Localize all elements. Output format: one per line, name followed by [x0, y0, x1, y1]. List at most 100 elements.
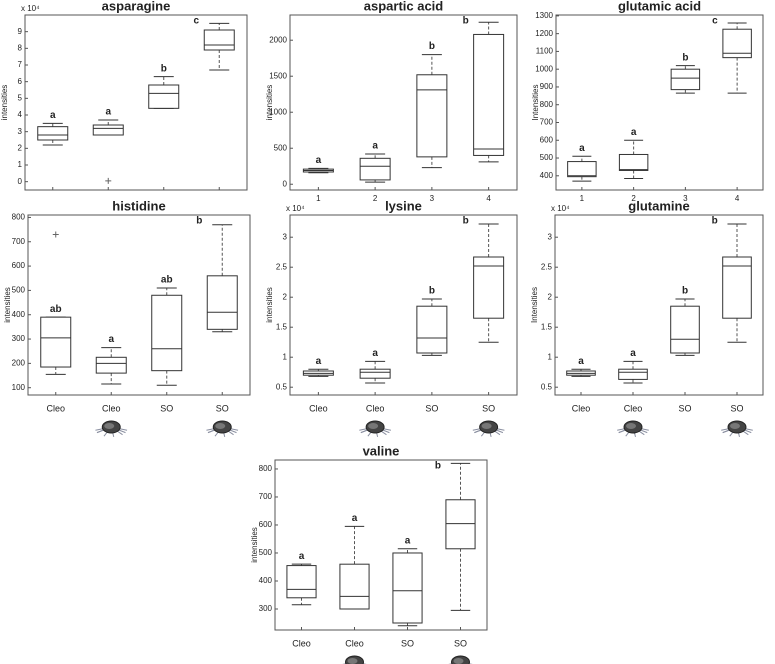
- bug-shine: [626, 423, 636, 429]
- x-tick-label: 4: [735, 194, 740, 203]
- y-tick-label: 400: [540, 171, 554, 180]
- x-tick-label: SO: [678, 403, 691, 413]
- chart-title: asparagine: [102, 0, 171, 13]
- y-tick-label: 600: [259, 520, 273, 529]
- x-tick-label: SO: [425, 403, 438, 413]
- y-tick-label: 300: [12, 334, 26, 343]
- box: [392, 552, 423, 624]
- y-axis-label: Intensities: [531, 84, 540, 120]
- significance-letter: a: [105, 107, 111, 118]
- significance-letter: a: [372, 141, 378, 152]
- bug-icon: [342, 655, 367, 664]
- y-tick-label: 4: [18, 110, 23, 119]
- chart-title: aspartic acid: [364, 0, 444, 13]
- significance-letter: a: [630, 348, 636, 359]
- significance-letter: b: [429, 41, 435, 52]
- y-tick-label: 1.5: [276, 322, 288, 331]
- plot-frame: [555, 14, 764, 191]
- y-axis-label: intensities: [250, 527, 259, 563]
- box: [95, 356, 127, 374]
- y-tick-label: 900: [540, 82, 554, 91]
- box: [618, 368, 648, 380]
- x-tick-label: 4: [486, 194, 491, 203]
- x-tick-label: 1: [316, 194, 321, 203]
- box: [445, 499, 476, 550]
- box: [618, 153, 649, 171]
- box: [151, 294, 183, 372]
- y-tick-label: 300: [259, 604, 273, 613]
- significance-letter: b: [712, 216, 718, 227]
- plot-frame: [289, 14, 518, 191]
- y-tick-label: 9: [18, 27, 23, 36]
- x-tick-label: Cleo: [292, 638, 311, 648]
- x-tick-label: SO: [401, 638, 414, 648]
- bug-shine: [347, 658, 358, 664]
- significance-letter: a: [405, 535, 411, 546]
- plot-frame: [24, 14, 248, 191]
- y-tick-label: 1100: [536, 47, 554, 56]
- x-tick-label: Cleo: [572, 403, 591, 413]
- bug-shine: [215, 423, 226, 429]
- significance-letter: b: [435, 461, 441, 472]
- significance-letter: b: [682, 52, 688, 63]
- significance-letter: c: [712, 16, 718, 27]
- chart-title: glutamic acid: [618, 0, 701, 13]
- plot-frame: [274, 459, 488, 631]
- bug-shine: [104, 423, 115, 429]
- y-tick-label: 1000: [535, 64, 553, 73]
- y-tick-label: 0.5: [276, 382, 288, 391]
- x-tick-label: Cleo: [46, 403, 65, 413]
- y-multiplier: x 10⁴: [21, 4, 40, 13]
- y-tick-label: 2000: [269, 35, 287, 44]
- y-tick-label: 2.5: [541, 262, 553, 271]
- significance-letter: b: [463, 216, 469, 227]
- significance-letter: a: [579, 143, 585, 154]
- y-tick-label: 1200: [535, 29, 553, 38]
- y-tick-label: 3: [548, 232, 553, 241]
- significance-letter: a: [631, 127, 637, 138]
- box: [40, 316, 72, 368]
- significance-letter: a: [352, 513, 358, 524]
- x-tick-label: Cleo: [624, 403, 643, 413]
- significance-letter: a: [316, 155, 322, 166]
- chart-title: lysine: [385, 198, 422, 213]
- bug-icon: [359, 420, 392, 438]
- y-axis-label: intensities: [3, 287, 12, 323]
- significance-letter: a: [108, 334, 114, 345]
- y-tick-label: 1000: [269, 107, 287, 116]
- y-tick-label: 7: [18, 60, 23, 69]
- box: [567, 161, 597, 178]
- box: [37, 126, 69, 141]
- box: [203, 29, 235, 51]
- x-tick-label: 3: [683, 194, 688, 203]
- y-tick-label: 600: [12, 261, 26, 270]
- significance-letter: ab: [161, 275, 173, 286]
- y-axis-label: intensities: [0, 85, 9, 121]
- y-axis-label: intensities: [265, 287, 274, 323]
- significance-letter: b: [161, 63, 167, 74]
- x-tick-label: Cleo: [309, 403, 328, 413]
- x-tick-label: 2: [631, 194, 636, 203]
- box: [670, 305, 700, 354]
- y-tick-label: 1300: [535, 11, 553, 20]
- x-tick-label: SO: [160, 403, 173, 413]
- box: [722, 256, 752, 319]
- bug-icon: [206, 420, 239, 438]
- x-tick-label: SO: [454, 638, 467, 648]
- y-tick-label: 6: [18, 77, 23, 86]
- y-multiplier: x 10⁴: [551, 204, 570, 213]
- y-tick-label: 800: [12, 213, 26, 222]
- x-tick-label: 1: [580, 194, 585, 203]
- bug-icon: [95, 420, 128, 438]
- significance-letter: b: [463, 16, 469, 27]
- significance-letter: a: [299, 551, 305, 562]
- y-tick-label: 5: [18, 93, 23, 102]
- chart-title: valine: [363, 443, 400, 458]
- y-tick-label: 800: [540, 100, 554, 109]
- bug-icon: [617, 420, 649, 438]
- y-multiplier: x 10⁴: [286, 204, 305, 213]
- y-tick-label: 0: [283, 179, 288, 188]
- y-tick-label: 0: [18, 177, 23, 186]
- y-axis-label: Intensities: [530, 287, 539, 323]
